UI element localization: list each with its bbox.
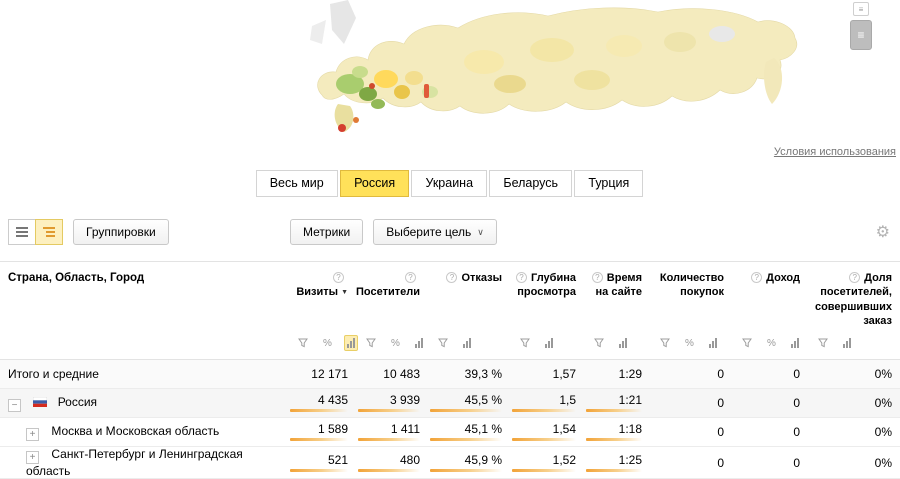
row-label[interactable]: Санкт-Петербург и Ленинградская область [26,447,243,478]
filter-barchart-icon[interactable] [542,335,556,351]
help-icon[interactable]: ? [849,272,860,283]
tab-world[interactable]: Весь мир [256,170,338,197]
filter-funnel-icon[interactable] [363,335,379,351]
help-icon[interactable]: ? [516,272,527,283]
heat-bar [586,438,642,441]
metrics-button[interactable]: Метрики [290,219,363,245]
heat-bar [512,409,576,412]
filter-funnel-icon[interactable] [295,335,311,351]
heat-bar [290,469,348,472]
heat-bar [358,438,420,441]
view-toggle [8,219,63,245]
groupings-button[interactable]: Группировки [73,219,169,245]
filter-percent-icon[interactable]: % [320,336,335,351]
settings-gear-icon[interactable]: ⚙ [876,222,890,242]
heat-bar [512,469,576,472]
select-goal-button[interactable]: Выберите цель ∨ [373,219,497,245]
help-icon[interactable]: ? [592,272,603,283]
column-header-visitors[interactable]: ?Посетители [356,262,428,332]
filter-funnel-icon[interactable] [591,335,607,351]
filter-barchart-icon[interactable] [706,335,720,351]
heat-bar [586,469,642,472]
geography-report-table: Страна, Область, Город ?Визиты▼ ?Посетит… [0,261,900,479]
map-layers-button[interactable]: ≡ [850,20,872,50]
filter-percent-icon[interactable]: % [764,336,779,351]
heat-bar [512,438,576,441]
row-label: Итого и средние [8,367,99,381]
column-header-time[interactable]: ?Время на сайте [584,262,650,332]
row-label[interactable]: Москва и Московская область [51,424,219,438]
tree-view-button[interactable] [35,219,63,245]
column-header-order-share[interactable]: ?Доля посетителей, совершивших заказ [808,262,900,332]
column-header-revenue[interactable]: ?Доход [732,262,808,332]
tab-turkey[interactable]: Турция [574,170,643,197]
column-header-purchases[interactable]: Количество покупок [650,262,732,332]
filter-barchart-icon[interactable] [460,335,474,351]
tree-icon [43,227,55,237]
filter-barchart-icon[interactable] [788,335,802,351]
help-icon[interactable]: ? [446,272,457,283]
expand-row-button[interactable]: + [26,428,39,441]
dimension-column-header: Страна, Область, Город [0,262,288,332]
help-icon[interactable]: ? [751,272,762,283]
filter-percent-icon[interactable]: % [388,336,403,351]
table-row-totals: Итого и средние 12 171 10 483 39,3 % 1,5… [0,360,900,389]
filter-funnel-icon[interactable] [517,335,533,351]
filter-funnel-icon[interactable] [657,335,673,351]
heat-bar [430,469,502,472]
region-tabs: Весь мир Россия Украина Беларусь Турция [0,170,900,197]
report-toolbar: Группировки Метрики Выберите цель ∨ ⚙ [0,219,900,247]
tab-belarus[interactable]: Беларусь [489,170,572,197]
list-view-button[interactable] [8,219,36,245]
chevron-down-icon: ∨ [477,227,484,238]
tab-ukraine[interactable]: Украина [411,170,487,197]
collapse-row-button[interactable]: − [8,399,21,412]
row-label[interactable]: Россия [58,395,97,409]
list-icon [16,227,28,237]
tab-russia[interactable]: Россия [340,170,409,197]
filter-barchart-icon[interactable] [616,335,630,351]
filter-funnel-icon[interactable] [435,335,451,351]
help-icon[interactable]: ? [333,272,344,283]
heat-bar [358,469,420,472]
select-goal-label: Выберите цель [386,225,471,239]
filter-barchart-icon[interactable] [344,335,358,351]
heat-bar [358,409,420,412]
map-controls: ≡ ≡ [850,2,872,50]
heat-bar [430,409,502,412]
filter-barchart-icon[interactable] [412,335,426,351]
table-row-moscow: + Москва и Московская область 1 589 1 41… [0,418,900,447]
terms-of-use-link[interactable]: Условия использования [774,146,896,158]
filter-percent-icon[interactable]: % [682,336,697,351]
russia-choropleth-map[interactable] [252,0,812,158]
filter-funnel-icon[interactable] [739,335,755,351]
table-row-spb: + Санкт-Петербург и Ленинградская област… [0,447,900,479]
filter-funnel-icon[interactable] [815,335,831,351]
help-icon[interactable]: ? [405,272,416,283]
heat-bar [430,438,502,441]
column-header-visits[interactable]: ?Визиты▼ [288,262,356,332]
column-header-bounce[interactable]: ?Отказы [428,262,510,332]
sort-desc-icon: ▼ [341,289,348,296]
expand-row-button[interactable]: + [26,451,39,464]
russia-flag-icon [33,397,47,407]
column-header-depth[interactable]: ?Глубина просмотра [510,262,584,332]
heat-bar [586,409,642,412]
table-row-russia: − Россия 4 435 3 939 45,5 % 1,5 1:21 0 0… [0,389,900,418]
filter-barchart-icon[interactable] [840,335,854,351]
map-ruler-button[interactable]: ≡ [853,2,869,16]
heat-bar [290,438,348,441]
geo-map-panel: ≡ ≡ Условия использования [0,0,900,160]
heat-bar [290,409,348,412]
